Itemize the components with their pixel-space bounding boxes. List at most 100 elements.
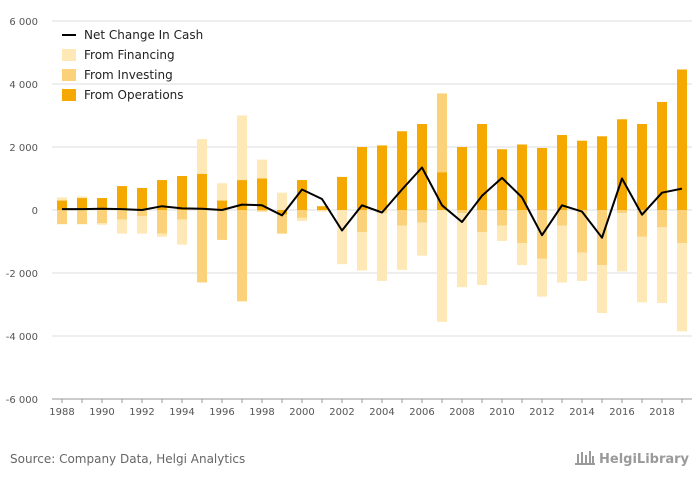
bar-from-investing xyxy=(417,210,427,223)
bar-from-financing xyxy=(617,213,627,272)
x-tick-label: 1992 xyxy=(129,407,154,418)
bar-from-operations xyxy=(577,140,587,210)
helgi-library-logo[interactable]: HelgiLibrary xyxy=(574,449,689,469)
bar-from-financing xyxy=(597,265,607,314)
x-tick-label: 2000 xyxy=(289,407,314,418)
bar-from-financing xyxy=(337,210,347,265)
bar-from-investing xyxy=(457,210,467,214)
bar-from-investing xyxy=(657,210,667,228)
bar-from-financing xyxy=(477,232,487,285)
bar-from-operations xyxy=(437,172,447,210)
bar-from-operations xyxy=(137,187,147,210)
bar-from-financing xyxy=(317,210,327,212)
legend-operations-swatch xyxy=(62,89,76,101)
bar-from-operations xyxy=(397,131,407,210)
x-tick-label: 2002 xyxy=(329,407,354,418)
logo-brand-text: HelgiLibrary xyxy=(599,451,690,467)
bar-from-investing xyxy=(257,210,267,212)
bar-from-operations xyxy=(57,200,67,210)
bar-from-investing xyxy=(677,210,687,244)
bar-from-financing xyxy=(237,115,247,181)
bar-from-investing xyxy=(237,210,247,302)
library-columns-icon xyxy=(574,448,596,470)
x-tick-label: 2016 xyxy=(609,407,634,418)
bar-from-financing xyxy=(637,236,647,303)
bar-from-investing xyxy=(57,210,67,225)
bar-from-operations xyxy=(237,180,247,210)
bar-from-operations xyxy=(517,144,527,210)
bar-from-operations xyxy=(477,124,487,210)
bar-from-financing xyxy=(557,225,567,283)
bar-from-financing xyxy=(677,243,687,332)
y-tick-label: 6 000 xyxy=(9,17,38,28)
bar-from-investing xyxy=(557,210,567,226)
net-change-line xyxy=(62,166,683,239)
bar-from-operations xyxy=(597,136,607,210)
bar-from-financing xyxy=(277,192,287,210)
bar-from-operations xyxy=(457,147,467,210)
bar-from-operations xyxy=(497,149,507,210)
bar-from-investing xyxy=(217,210,227,240)
bar-from-financing xyxy=(417,222,427,256)
bar-from-financing xyxy=(117,219,127,234)
bar-from-financing xyxy=(57,197,67,201)
x-tick-label: 2006 xyxy=(409,407,434,418)
x-tick-label: 1994 xyxy=(169,407,194,418)
bar-from-financing xyxy=(77,196,87,199)
bar-from-operations xyxy=(557,135,567,210)
bar-from-investing xyxy=(357,210,367,233)
y-tick-label: -4 000 xyxy=(6,332,38,343)
legend-net-label: Net Change In Cash xyxy=(84,28,203,42)
x-tick-label: 1988 xyxy=(49,407,74,418)
y-tick-label: -6 000 xyxy=(6,395,38,406)
bar-from-investing xyxy=(137,210,147,217)
bar-from-financing xyxy=(257,159,267,179)
y-tick-label: 4 000 xyxy=(9,80,38,91)
bar-from-financing xyxy=(377,213,387,281)
bar-from-financing xyxy=(217,183,227,201)
bar-from-financing xyxy=(537,258,547,297)
legend-investing-swatch xyxy=(62,69,76,81)
bar-from-investing xyxy=(517,210,527,244)
bar-from-operations xyxy=(677,69,687,210)
bar-from-investing xyxy=(577,210,587,253)
legend-financing-swatch xyxy=(62,49,76,61)
legend-financing-label: From Financing xyxy=(84,48,175,62)
bar-from-operations xyxy=(277,210,287,215)
bar-from-operations xyxy=(537,147,547,210)
legend-investing-label: From Investing xyxy=(84,68,173,82)
bar-from-investing xyxy=(97,210,107,224)
bar-from-operations xyxy=(217,200,227,210)
bar-from-investing xyxy=(157,210,167,234)
bar-from-financing xyxy=(497,225,507,241)
x-tick-label: 1996 xyxy=(209,407,234,418)
bar-from-operations xyxy=(297,180,307,210)
bar-series xyxy=(57,69,687,332)
x-tick-label: 2008 xyxy=(449,407,474,418)
legend: Net Change In Cash From Financing From I… xyxy=(62,28,203,102)
bar-from-operations xyxy=(317,206,327,210)
x-tick-label: 1990 xyxy=(89,407,114,418)
bar-from-investing xyxy=(197,210,207,283)
bar-from-financing xyxy=(457,213,467,288)
y-tick-label: 2 000 xyxy=(9,143,38,154)
bar-from-operations xyxy=(637,124,647,210)
bar-from-financing xyxy=(297,217,307,222)
bar-from-operations xyxy=(357,147,367,210)
bar-from-investing xyxy=(497,210,507,226)
x-axis-ticks: 1988 1990 1992 1994 1996 1998 2000 2002 2004 2006… xyxy=(49,399,683,418)
bar-from-investing xyxy=(117,210,127,220)
x-tick-label: 1998 xyxy=(249,407,274,418)
bar-from-financing xyxy=(517,243,527,266)
bar-from-financing xyxy=(397,225,407,270)
bar-from-operations xyxy=(337,176,347,210)
bar-from-operations xyxy=(117,186,127,210)
bar-from-financing xyxy=(197,139,207,174)
legend-operations-label: From Operations xyxy=(84,88,184,102)
bar-from-operations xyxy=(157,180,167,210)
x-tick-label: 2014 xyxy=(569,407,594,418)
bar-from-investing xyxy=(77,210,87,225)
bar-from-financing xyxy=(157,233,167,237)
bar-from-operations xyxy=(197,173,207,210)
bar-from-investing xyxy=(177,210,187,220)
